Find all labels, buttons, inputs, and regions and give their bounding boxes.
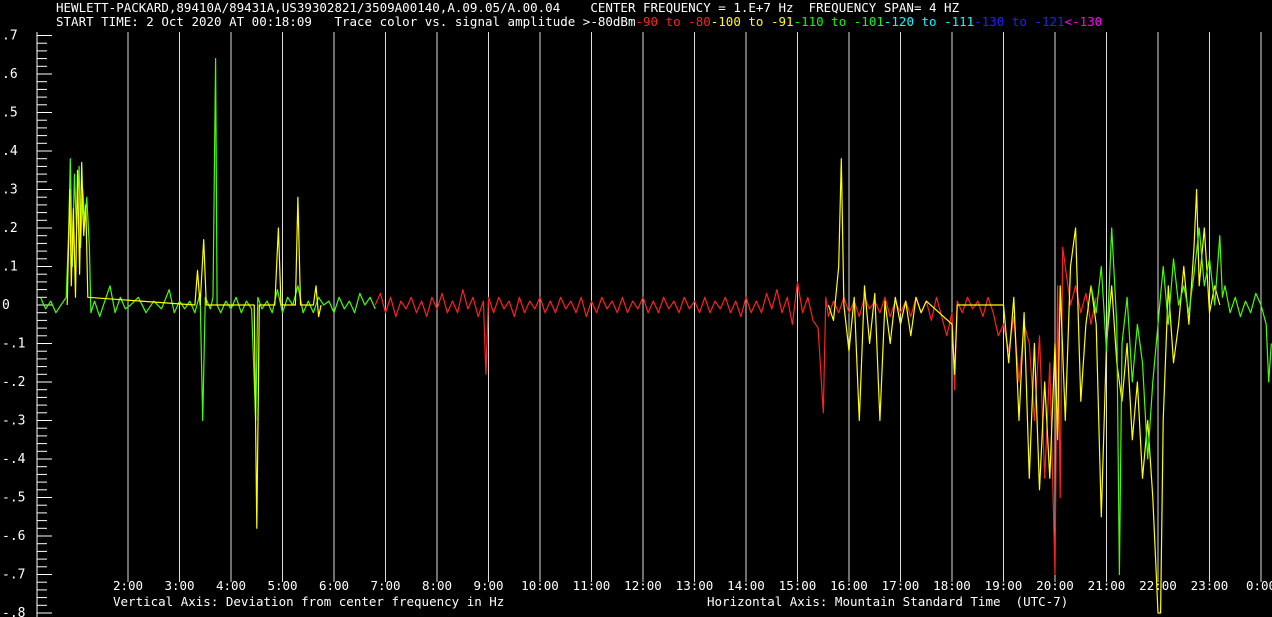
frequency-traces <box>39 57 1272 614</box>
x-tick-label: 9:00 <box>473 578 503 593</box>
trace-yellow-3 <box>827 158 1221 614</box>
start-time: START TIME: 2 Oct 2020 AT 00:18:09 <box>56 14 312 29</box>
trace-yellow-1 <box>66 161 322 529</box>
x-tick-label: 23:00 <box>1191 578 1229 593</box>
x-tick-label: 5:00 <box>267 578 297 593</box>
trace-green-0 <box>39 57 376 422</box>
x-tick-label: 11:00 <box>573 578 611 593</box>
y-tick-label: -.3 <box>2 414 25 429</box>
y-tick-label: .6 <box>2 67 18 82</box>
legend-segment: -110 <box>793 14 824 29</box>
legend-segment: -91 <box>770 14 794 29</box>
instrument-id: HEWLETT-PACKARD,89410A/89431A,US39302821… <box>56 0 561 15</box>
y-tick-label: -.6 <box>2 529 25 544</box>
y-tick-label: .5 <box>2 106 18 121</box>
x-tick-label: 22:00 <box>1139 578 1177 593</box>
x-tick-label: 0:00 <box>1246 578 1272 593</box>
x-tick-label: 19:00 <box>985 578 1023 593</box>
legend-segment: to <box>913 14 945 29</box>
center-frequency: CENTER FREQUENCY = 1.E+7 Hz <box>590 0 794 15</box>
y-tick-label: .2 <box>2 221 18 236</box>
legend-segment: -80 <box>688 14 711 29</box>
legend-segment: -100 <box>710 14 741 29</box>
x-tick-label: 3:00 <box>164 578 194 593</box>
y-tick-label: -.5 <box>2 491 25 506</box>
horizontal-axis-note: Horizontal Axis: Mountain Standard Time … <box>707 594 1069 609</box>
x-tick-label: 20:00 <box>1036 578 1074 593</box>
x-tick-label: 12:00 <box>624 578 662 593</box>
y-tick-label: -.2 <box>2 375 25 390</box>
y-tick-label: -.1 <box>2 337 25 352</box>
x-tick-label: 17:00 <box>882 578 920 593</box>
legend-intro: Trace color vs. signal amplitude >-80dBm <box>334 14 636 29</box>
y-tick-label: -.4 <box>2 452 26 467</box>
x-tick-label: 15:00 <box>779 578 817 593</box>
x-tick-label: 21:00 <box>1088 578 1126 593</box>
y-tick-label: -.7 <box>2 568 25 583</box>
legend-segment: -130 <box>974 14 1005 29</box>
x-tick-label: 6:00 <box>319 578 349 593</box>
legend-segment: to <box>823 14 854 29</box>
legend-segment: to <box>1004 14 1035 29</box>
header-line-2: START TIME: 2 Oct 2020 AT 00:18:09 Trace… <box>56 15 1102 29</box>
header-line-1: HEWLETT-PACKARD,89410A/89431A,US39302821… <box>56 1 959 15</box>
amplitude-color-legend: -90 to -80-100 to -91-110 to -101-120 to… <box>635 14 1102 29</box>
x-tick-label: 18:00 <box>933 578 971 593</box>
frequency-span: FREQUENCY SPAN= 4 HZ <box>808 0 960 15</box>
legend-segment: to <box>740 14 771 29</box>
x-tick-label: 4:00 <box>216 578 246 593</box>
x-tick-label: 2:00 <box>113 578 143 593</box>
x-tick-label: 16:00 <box>830 578 868 593</box>
y-axis: .7 .6 .5 .4 .3 .2 .1 0 -.1 -.2 -.3 -.4 -.5 -.6 -.7 -.8 <box>2 29 52 617</box>
legend-segment: -101 <box>853 14 884 29</box>
x-tick-label: 13:00 <box>676 578 714 593</box>
x-tick-label: 7:00 <box>370 578 400 593</box>
hour-grid-lines <box>127 32 1262 582</box>
x-tick-label: 10:00 <box>521 578 559 593</box>
y-tick-label: .7 <box>2 29 18 44</box>
trace-green-4 <box>1090 227 1272 576</box>
y-tick-label: .3 <box>2 183 18 198</box>
y-tick-label: -.8 <box>2 606 25 617</box>
legend-segment: -111 <box>944 14 975 29</box>
trace-red-2 <box>374 246 1097 576</box>
x-tick-labels: 2:00 3:00 4:00 5:00 6:00 7:00 8:00 9:00 10:00 11:… <box>113 578 1272 593</box>
vertical-axis-note: Vertical Axis: Deviation from center fre… <box>113 594 505 609</box>
legend-segment: -120 <box>883 14 914 29</box>
legend-segment: to <box>658 14 689 29</box>
y-tick-label: .4 <box>2 144 18 159</box>
x-tick-label: 8:00 <box>422 578 452 593</box>
legend-segment: <-130 <box>1064 14 1103 29</box>
x-tick-label: 14:00 <box>727 578 765 593</box>
legend-segment: -121 <box>1034 14 1065 29</box>
y-tick-label: .1 <box>2 260 18 275</box>
y-tick-label: 0 <box>2 298 10 313</box>
legend-segment: -90 <box>635 14 659 29</box>
